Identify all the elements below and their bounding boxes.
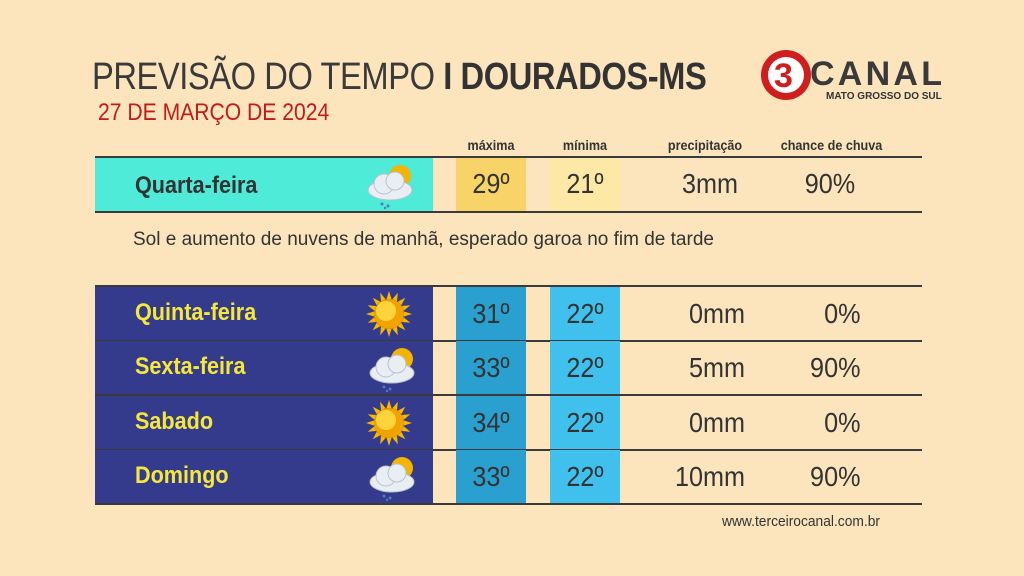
divider (95, 394, 922, 397)
rain-chance: 0% (824, 406, 861, 438)
max-temp: 29º (472, 168, 510, 199)
page-title: PREVISÃO DO TEMPO I DOURADOS-MS (92, 56, 707, 99)
rain-chance: 90% (810, 460, 861, 492)
max-temp: 33º (472, 460, 510, 492)
day-label: Quarta-feira (135, 172, 258, 199)
divider (95, 340, 922, 342)
min-cell (550, 341, 620, 395)
sun-cloud-rain-icon (364, 343, 420, 398)
sun-icon (364, 289, 414, 344)
sun-icon (364, 398, 414, 453)
day-label: Sexta-feira (135, 353, 246, 381)
min-cell (550, 158, 620, 211)
rain-chance: 90% (810, 352, 861, 384)
rain-chance: 90% (804, 168, 856, 199)
max-cell (456, 395, 526, 449)
website-link[interactable]: www.terceirocanal.com.br (722, 513, 880, 530)
max-cell (456, 287, 526, 340)
max-cell (456, 158, 526, 211)
min-cell (550, 287, 620, 340)
max-temp: 34º (472, 406, 510, 438)
max-temp: 31º (472, 298, 510, 329)
max-cell (456, 449, 526, 503)
title-city: I DOURADOS-MS (443, 56, 707, 98)
divider (95, 285, 922, 287)
max-cell (456, 341, 526, 395)
min-temp: 22º (566, 460, 604, 492)
divider (95, 156, 922, 158)
max-temp: 33º (472, 352, 510, 384)
divider (95, 211, 922, 213)
svg-text:MATO GROSSO DO SUL: MATO GROSSO DO SUL (826, 91, 942, 102)
sun-cloud-rain-icon (362, 160, 418, 215)
divider (95, 502, 922, 505)
min-temp: 22º (566, 298, 604, 329)
precipitation: 5mm (688, 352, 745, 384)
col-min-header: mínima (562, 137, 608, 153)
divider (95, 448, 922, 451)
precipitation: 3mm (681, 168, 738, 199)
sun-cloud-rain-icon (364, 452, 420, 507)
min-temp: 22º (566, 352, 604, 384)
today-description: Sol e aumento de nuvens de manhã, espera… (133, 229, 714, 250)
min-temp: 21º (566, 168, 604, 199)
min-cell (550, 449, 620, 503)
day-label: Sabado (135, 407, 214, 435)
logo-icon: 3 CANAL MATO GROSSO DO SUL (761, 50, 942, 102)
col-max-header: máxima (467, 137, 515, 153)
svg-text:CANAL: CANAL (810, 55, 942, 93)
col-chance-header: chance de chuva (780, 137, 883, 153)
day-label: Domingo (135, 461, 229, 489)
rain-chance: 0% (824, 298, 861, 329)
precipitation: 0mm (688, 406, 745, 438)
precipitation: 0mm (688, 298, 745, 329)
min-temp: 22º (566, 406, 604, 438)
precipitation: 10mm (674, 460, 745, 492)
svg-text:3: 3 (774, 57, 793, 95)
col-precip-header: precipitação (667, 137, 743, 153)
title-light: PREVISÃO DO TEMPO (92, 56, 435, 98)
forecast-date: 27 DE MARÇO DE 2024 (98, 99, 330, 126)
min-cell (550, 395, 620, 449)
day-label: Quinta-feira (135, 299, 257, 326)
logo: 3 CANAL MATO GROSSO DO SUL (760, 45, 950, 105)
